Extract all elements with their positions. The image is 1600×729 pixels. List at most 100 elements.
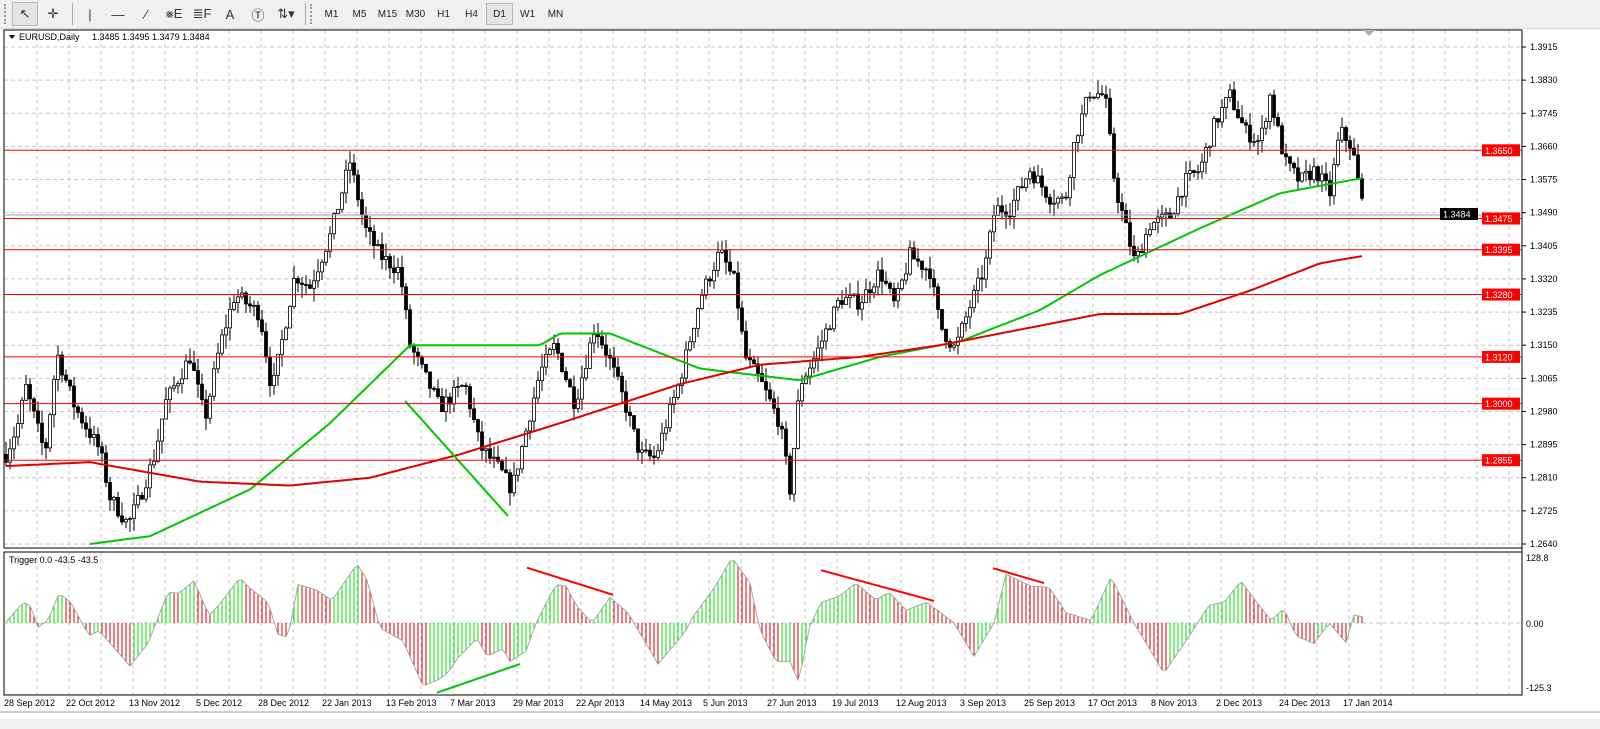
candle-bullish [1184, 173, 1188, 197]
candle-bullish [276, 353, 280, 376]
candle-bullish [516, 468, 520, 476]
candle-bearish [556, 343, 560, 354]
timeframe-m1[interactable]: M1 [324, 8, 339, 20]
timeframe-buttons: M1 M5 M15 M30 H1 H4 D1 W1 MN [318, 3, 569, 25]
candle-bearish [420, 356, 424, 365]
trendline[interactable] [404, 400, 509, 517]
candle-bullish [1096, 93, 1100, 98]
timeframe-w1[interactable]: W1 [520, 8, 535, 20]
candle-bullish [1208, 145, 1212, 148]
candle-bearish [1000, 205, 1004, 213]
price-chart[interactable]: 1.3915 1.3830 1.3745 1.3660 1.3575 1.3490 1.34… [0, 29, 1600, 729]
candle-bullish [92, 434, 96, 438]
candle-bearish [596, 334, 600, 338]
candle-bullish [460, 385, 464, 387]
x-tick-label: 22 Oct 2012 [66, 698, 115, 708]
horizontal-line-tool-button[interactable]: — [105, 2, 131, 26]
candle-bearish [1272, 94, 1276, 118]
candle-bearish [888, 282, 892, 289]
candle-bullish [1212, 118, 1216, 147]
trendline-tool-button[interactable]: ∕ [133, 2, 159, 26]
fibonacci-tool-button[interactable]: ≣F [189, 2, 215, 26]
candle-bullish [344, 169, 348, 194]
vertical-line-tool-button[interactable]: | [77, 2, 103, 26]
candle-bearish [1236, 109, 1240, 119]
candle-bullish [808, 367, 812, 377]
x-tick-label: 28 Dec 2012 [258, 698, 309, 708]
candle-bullish [848, 294, 852, 299]
candle-bullish [676, 385, 680, 398]
arrows-dropdown-tool-button[interactable]: ⇅▾ [273, 2, 299, 26]
level-label-background [1482, 144, 1520, 157]
candle-bearish [1116, 177, 1120, 203]
timeframe-h4[interactable]: H4 [465, 8, 478, 20]
candle-bullish [1028, 171, 1032, 180]
timeframe-m30[interactable]: M30 [405, 8, 426, 20]
y-tick-label: 1.3490 [1530, 208, 1558, 218]
candle-bearish [140, 495, 144, 500]
candle-bearish [752, 359, 756, 365]
moving-average-line [5, 255, 1363, 487]
candle-bearish [120, 515, 124, 523]
candle-bullish [828, 328, 832, 331]
candle-bullish [904, 273, 908, 281]
text-label-tool-button[interactable]: Ⓣ [245, 2, 271, 26]
divergence-trendline[interactable] [436, 663, 521, 694]
candle-bearish [612, 357, 616, 368]
y-tick-label: 1.3235 [1530, 307, 1558, 317]
divergence-trendline[interactable] [992, 567, 1045, 584]
toolbar-grip[interactable] [4, 4, 8, 24]
timeframe-h1[interactable]: H1 [437, 8, 450, 20]
x-tick-label: 14 May 2013 [640, 698, 692, 708]
candle-bullish [1204, 147, 1208, 163]
candle-bearish [104, 452, 108, 483]
x-tick-label: 17 Jan 2014 [1343, 698, 1393, 708]
candle-bullish [1164, 212, 1168, 215]
equidistant-channel-tool-button[interactable]: ⨳E [161, 2, 187, 26]
candle-bullish [1076, 135, 1080, 143]
crosshair-tool-button[interactable]: ✛ [40, 2, 66, 26]
candle-bearish [776, 407, 780, 427]
candle-bullish [384, 256, 388, 260]
y-tick-label: 1.3745 [1530, 108, 1558, 118]
toolbar-grip[interactable] [310, 4, 314, 24]
timeframe-m5[interactable]: M5 [352, 8, 367, 20]
candle-bullish [492, 456, 496, 459]
level-label-background [1482, 243, 1520, 256]
candle-bearish [44, 442, 48, 449]
candle-bullish [1256, 140, 1260, 143]
divergence-trendline[interactable] [526, 566, 614, 596]
divergence-trendline[interactable] [820, 569, 935, 602]
chart-title: EURUSD,Daily [19, 32, 80, 42]
timeframe-d1[interactable]: D1 [486, 3, 513, 25]
candle-bullish [228, 308, 232, 329]
candle-bullish [792, 447, 796, 495]
x-tick-label: 22 Jan 2013 [322, 698, 372, 708]
candle-bearish [1216, 118, 1220, 123]
chart-shift-marker-icon[interactable] [1363, 30, 1375, 36]
timeframe-mn[interactable]: MN [547, 8, 564, 20]
cursor-arrow-tool-button[interactable]: ↖ [12, 2, 38, 26]
text-tool-button[interactable]: A [217, 2, 243, 26]
candle-bullish [832, 306, 836, 330]
toolbar: ↖ ✛ | — ∕ ⨳E ≣F A Ⓣ ⇅▾ M1 M5 M15 M30 H1 H4 D1 W1 MN [0, 0, 1600, 29]
candle-bearish [932, 278, 936, 288]
candle-bullish [1180, 195, 1184, 198]
collapse-triangle-icon[interactable] [9, 35, 15, 39]
candle-bearish [28, 384, 32, 400]
candle-bearish [364, 214, 368, 228]
candle-bearish [356, 174, 360, 201]
y-tick-label: 1.3575 [1530, 175, 1558, 185]
candle-bullish [396, 267, 400, 274]
candle-bearish [708, 278, 712, 282]
candle-bearish [744, 330, 748, 359]
candle-bearish [408, 309, 412, 347]
candle-bearish [84, 422, 88, 430]
x-tick-label: 7 Mar 2013 [450, 698, 496, 708]
candle-bullish [1068, 177, 1072, 199]
timeframe-m15[interactable]: M15 [377, 8, 398, 20]
candle-bearish [380, 244, 384, 260]
candle-bearish [476, 419, 480, 433]
candle-bearish [564, 371, 568, 381]
cursor-arrow-icon: ↖ [19, 6, 31, 21]
